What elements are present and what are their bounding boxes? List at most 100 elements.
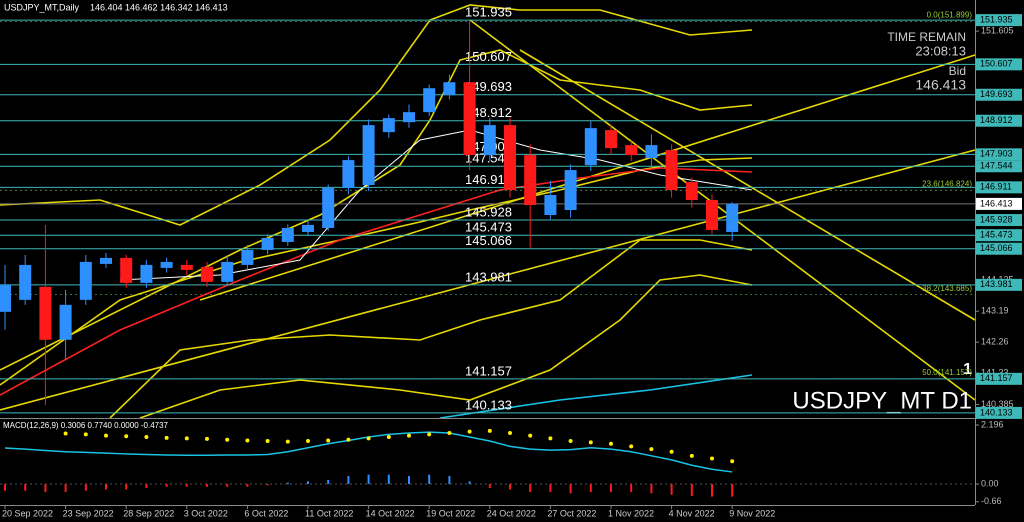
macd-bar xyxy=(327,480,330,485)
macd-bar xyxy=(468,481,471,485)
macd-bar xyxy=(367,474,370,485)
level-box xyxy=(976,88,1022,101)
signal-dot xyxy=(508,430,512,435)
level-axis-label: 146.911 xyxy=(980,182,1012,192)
level-label: 141.157 xyxy=(465,363,512,378)
candle-body xyxy=(19,264,32,300)
x-tick-label: 23 Sep 2022 xyxy=(63,508,114,518)
x-tick-label: 20 Sep 2022 xyxy=(2,508,53,518)
signal-dot xyxy=(487,428,492,433)
symbol: USDJPY_MT,Daily xyxy=(4,2,80,12)
signal-dot xyxy=(124,434,129,439)
signal-dot xyxy=(83,432,88,437)
bid-price: 146.413 xyxy=(915,77,966,93)
trendline xyxy=(469,19,976,401)
macd-bar xyxy=(24,484,27,491)
fibo-label: 50.0(141.157) xyxy=(922,368,972,377)
candle-body xyxy=(79,261,92,300)
level-label: 143.981 xyxy=(465,269,512,284)
macd-bar xyxy=(670,484,673,495)
bid-box xyxy=(976,197,1022,210)
macd-bar xyxy=(610,484,612,493)
macd-bar xyxy=(387,474,390,485)
x-tick-label: 4 Nov 2022 xyxy=(669,508,715,518)
candle-body xyxy=(524,155,537,206)
y-tick-label: -0.66 xyxy=(981,496,1002,506)
signal-dot xyxy=(184,436,189,441)
level-box xyxy=(976,14,1022,27)
level-axis-label: 140.133 xyxy=(980,407,1013,417)
macd-bar xyxy=(64,484,67,493)
candle-body xyxy=(382,118,395,133)
envelope-upper xyxy=(0,4,753,226)
level-label: 145.928 xyxy=(465,204,512,219)
candle-body xyxy=(302,224,314,232)
level-box xyxy=(976,160,1022,173)
candle-body xyxy=(584,128,597,166)
candle-body xyxy=(483,125,496,156)
level-box xyxy=(976,114,1022,127)
macd-bar xyxy=(488,484,491,489)
macd-bar xyxy=(226,484,229,487)
signal-dot xyxy=(609,441,613,446)
macd-bar xyxy=(711,484,713,497)
x-tick-label: 11 Oct 2022 xyxy=(305,508,353,518)
signal-dot xyxy=(285,439,290,444)
ma-cyan xyxy=(439,374,753,419)
macd-bar xyxy=(630,484,633,493)
candle-body xyxy=(443,82,456,96)
macd-bar xyxy=(105,484,107,490)
macd-bar xyxy=(44,484,47,493)
x-tick-label: 28 Sep 2022 xyxy=(123,508,174,518)
signal-dot xyxy=(346,437,351,442)
level-label: 149.693 xyxy=(465,79,512,94)
macd-bar xyxy=(690,484,693,497)
signal-dot xyxy=(548,436,553,441)
candle-body xyxy=(605,130,617,149)
candle-body xyxy=(403,112,415,123)
level-label: 140.133 xyxy=(465,397,512,412)
candle-body xyxy=(564,170,577,210)
x-tick-label: 24 Oct 2022 xyxy=(487,508,536,518)
candle-body xyxy=(39,286,52,340)
y-tick-label: 0.00 xyxy=(981,478,999,488)
x-tick-label: 1 Nov 2022 xyxy=(608,508,654,518)
y-tick-label: 141.33 xyxy=(981,367,1009,377)
candle-body xyxy=(0,284,11,312)
fibo-label: 38.2(143.685) xyxy=(922,284,972,293)
x-tick-label: 19 Oct 2022 xyxy=(426,508,475,518)
y-tick-label: 140.385 xyxy=(981,399,1014,409)
time-remain-label: TIME REMAIN xyxy=(887,30,966,44)
signal-dot xyxy=(144,435,149,440)
candle-body xyxy=(160,261,173,268)
x-tick-label: 27 Oct 2022 xyxy=(547,508,596,518)
signal-dot xyxy=(669,449,674,454)
level-box xyxy=(976,181,1022,194)
signal-dot xyxy=(447,430,452,435)
macd-bar xyxy=(650,484,653,494)
bid-label: Bid xyxy=(949,64,966,78)
candle-body xyxy=(100,257,112,264)
ma-red xyxy=(0,167,753,396)
macd-bar xyxy=(589,484,592,493)
level-box xyxy=(976,58,1022,71)
x-tick-label: 14 Oct 2022 xyxy=(366,508,415,518)
signal-dot xyxy=(427,432,432,437)
candle-body xyxy=(120,257,133,283)
signal-dot xyxy=(326,438,331,443)
level-label: 150.607 xyxy=(465,49,512,64)
candle-body xyxy=(463,82,476,156)
level-box xyxy=(976,229,1022,242)
macd-bar xyxy=(569,484,572,494)
candle-body xyxy=(726,203,739,232)
level-axis-label: 143.981 xyxy=(980,279,1013,289)
level-box xyxy=(976,148,1022,161)
macd-bar xyxy=(408,475,410,485)
candle-body xyxy=(322,188,335,228)
level-label: 148.912 xyxy=(465,105,512,120)
macd-bar xyxy=(4,484,6,491)
candle-body xyxy=(59,304,72,340)
y-tick-label: 143.19 xyxy=(981,306,1009,316)
fibo-label: 23.6(146.824) xyxy=(922,179,972,188)
level-axis-label: 141.157 xyxy=(980,373,1013,383)
